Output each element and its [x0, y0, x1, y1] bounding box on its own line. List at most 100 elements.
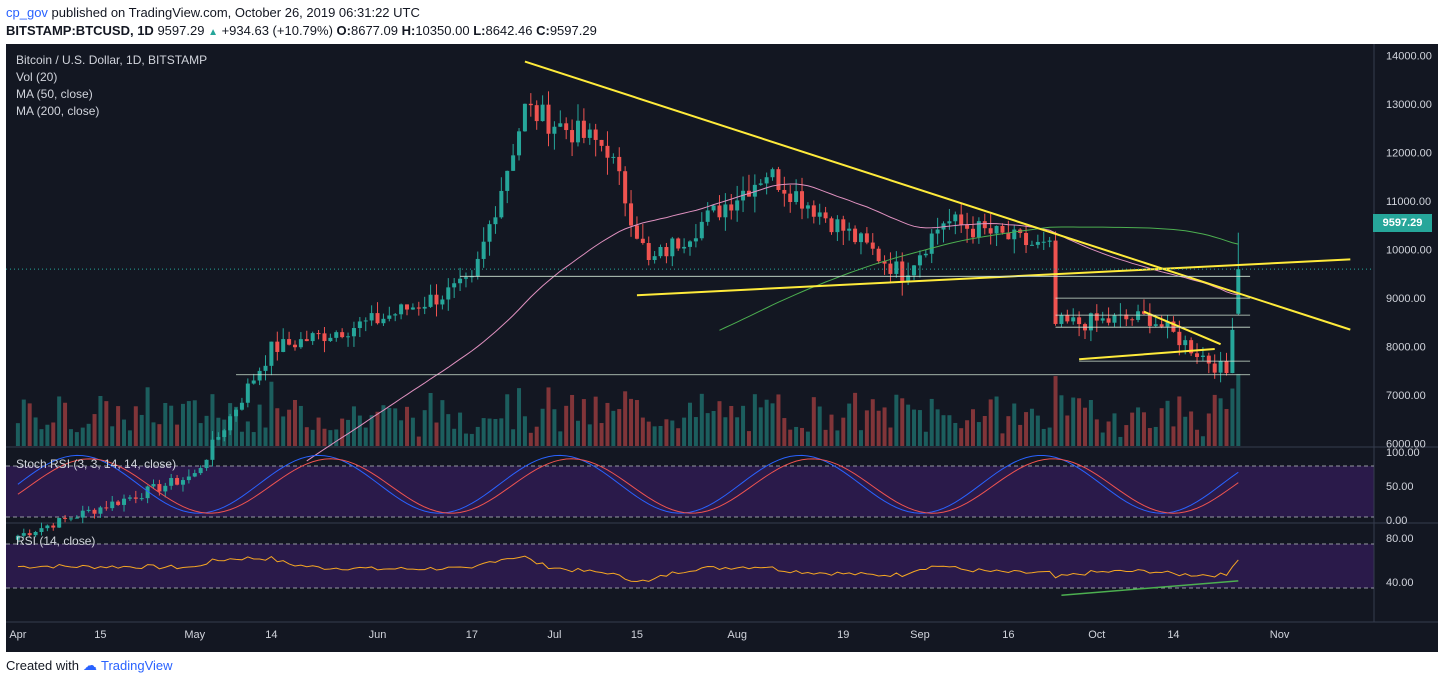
candle-body: [410, 307, 415, 310]
stoch-d-line: [17, 458, 1239, 514]
volume-bar: [717, 401, 722, 446]
volume-bar: [21, 399, 26, 446]
candle-body: [27, 533, 32, 536]
volume-bar: [605, 402, 610, 446]
candle-body: [98, 507, 103, 514]
volume-bar: [428, 392, 433, 446]
candle-body: [1112, 315, 1117, 323]
volume-bar: [405, 406, 410, 446]
volume-bar: [357, 415, 362, 446]
candle-body: [546, 104, 551, 134]
volume-bar: [1206, 413, 1211, 446]
candle-body: [369, 313, 374, 321]
volume-bar: [257, 404, 262, 446]
candle-body: [552, 126, 557, 134]
volume-bar: [245, 421, 250, 446]
date-tick-label: Jul: [547, 629, 561, 641]
volume-bar: [699, 393, 704, 446]
volume-bar: [664, 419, 669, 446]
candle-body: [304, 339, 309, 342]
price-tick-label: 11000.00: [1386, 196, 1431, 208]
volume-bar: [387, 407, 392, 446]
candle-body: [800, 191, 805, 209]
date-tick-label: Jun: [369, 629, 387, 641]
author-link[interactable]: cp_gov: [6, 5, 48, 20]
date-tick-label: May: [184, 629, 205, 641]
volume-bar: [847, 403, 852, 446]
volume-bar: [381, 405, 386, 446]
volume-bar: [351, 406, 356, 446]
volume-bar: [481, 418, 486, 446]
chart-area[interactable]: 14000.00 13000.00 12000.00 11000.00 10000.00…: [6, 44, 1438, 652]
candle-body: [375, 313, 380, 324]
candle-body: [1212, 363, 1217, 373]
candle-body: [782, 189, 787, 194]
candle-body: [292, 344, 297, 348]
candle-body: [1000, 225, 1005, 233]
date-tick-label: 19: [837, 629, 849, 641]
volume-bar: [959, 428, 964, 446]
volume-bar: [634, 400, 639, 446]
candle-body: [399, 304, 404, 315]
channel-lower-line: [1079, 348, 1215, 361]
candle-body: [864, 233, 869, 243]
candle-body: [658, 246, 663, 257]
volume-bar: [1012, 403, 1017, 446]
candle-body: [493, 217, 498, 225]
volume-bar: [499, 418, 504, 446]
candle-body: [116, 501, 121, 505]
volume-bar: [1077, 398, 1082, 446]
candle-body: [1065, 315, 1070, 322]
high-value: 10350.00: [415, 23, 470, 38]
volume-bar: [210, 394, 215, 446]
volume-bar: [1000, 433, 1005, 446]
volume-bar: [988, 399, 993, 446]
close-label: C:: [536, 23, 550, 38]
volume-bar: [611, 410, 616, 446]
candle-body: [570, 130, 575, 143]
candle-body: [841, 219, 846, 231]
candle-body: [528, 103, 533, 106]
volume-bar: [575, 420, 580, 446]
volume-bar: [581, 399, 586, 446]
candle-body: [640, 238, 645, 244]
rsi-band: [6, 544, 1374, 588]
candle-body: [68, 518, 73, 520]
ma50-line: [306, 183, 1239, 462]
candle-body: [127, 497, 132, 499]
price-chart-svg[interactable]: 14000.00 13000.00 12000.00 11000.00 10000.00…: [6, 44, 1438, 652]
candle-body: [912, 265, 917, 276]
volume-bar: [528, 432, 533, 446]
volume-bar: [322, 428, 327, 446]
candle-body: [287, 339, 292, 345]
volume-bar: [116, 406, 121, 446]
candle-body: [629, 203, 634, 226]
rsi-line: [17, 555, 1239, 582]
channel-upper-line: [1143, 310, 1221, 346]
candle-body: [1206, 355, 1211, 364]
volume-bar: [493, 418, 498, 446]
candle-body: [699, 221, 704, 239]
candle-body: [735, 200, 740, 211]
candle-body: [1053, 240, 1058, 324]
volume-bar: [1065, 415, 1070, 446]
candle-body: [511, 155, 516, 171]
volume-bar: [328, 430, 333, 446]
candle-body: [405, 304, 410, 310]
legend-ma50: MA (50, close): [16, 87, 93, 101]
price-change: +934.63 (+10.79%): [221, 23, 333, 38]
candle-body: [1047, 240, 1052, 242]
candle-body: [593, 129, 598, 140]
candle-body: [1147, 313, 1152, 326]
volume-bar: [1018, 424, 1023, 446]
candle-body: [923, 253, 928, 256]
volume-bar: [941, 415, 946, 446]
footer-brand[interactable]: TradingView: [100, 658, 173, 673]
candle-body: [994, 225, 999, 234]
date-tick-label: 15: [94, 629, 106, 641]
candle-body: [906, 275, 911, 283]
volume-bar: [74, 432, 79, 446]
volume-bar: [316, 417, 321, 446]
volume-bar: [216, 417, 221, 446]
date-tick-label: 14: [265, 629, 277, 641]
